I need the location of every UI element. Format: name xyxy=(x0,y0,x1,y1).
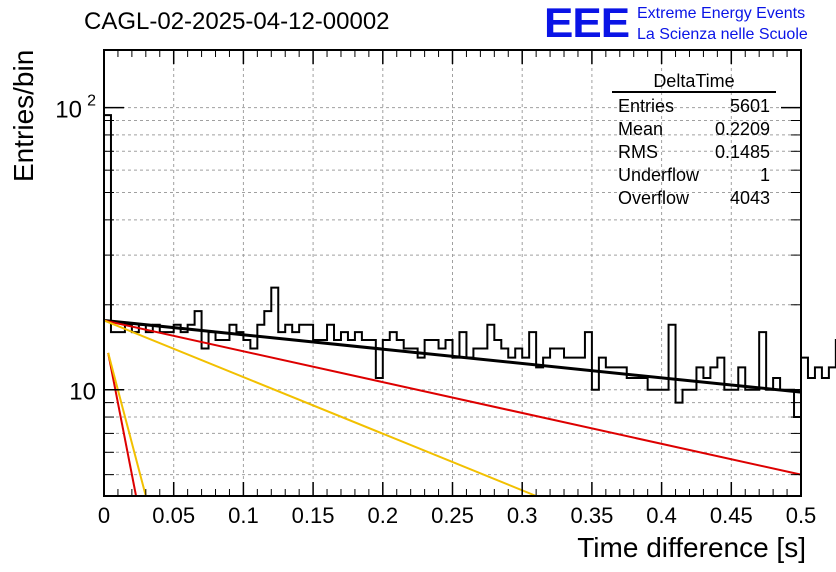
stats-value: 1 xyxy=(759,165,770,185)
stats-row-underflow: Underflow 1 xyxy=(612,164,776,187)
y-axis-label: Entries/bin xyxy=(8,49,39,182)
fit-line-fit-yellow xyxy=(107,352,147,497)
y-tick-exponent: 2 xyxy=(87,93,96,110)
eee-logo: EEE xyxy=(544,0,630,47)
histogram-outline xyxy=(103,114,836,496)
stats-label: Overflow xyxy=(618,188,690,208)
x-axis-label: Time difference [s] xyxy=(577,532,806,563)
stats-row-entries: Entries 5601 xyxy=(612,95,776,118)
stats-row-mean: Mean 0.2209 xyxy=(612,118,776,141)
fit-line-fit-total xyxy=(103,318,802,394)
stats-value: 5601 xyxy=(729,96,770,116)
x-tick-label: 0.1 xyxy=(228,503,259,528)
x-tick-label: 0.35 xyxy=(570,503,613,528)
x-tick-label: 0 xyxy=(98,503,110,528)
y-tick-label: 10 xyxy=(55,97,82,124)
stats-row-rms: RMS 0.1485 xyxy=(612,141,776,164)
y-tick-label: 10 xyxy=(69,379,96,406)
stats-label: RMS xyxy=(618,142,658,162)
fit-line-fit-red xyxy=(103,319,802,476)
stats-value: 0.2209 xyxy=(714,119,770,139)
fit-line-fit-red xyxy=(107,352,138,497)
x-tick-label: 0.25 xyxy=(431,503,474,528)
logo-line-1: Extreme Energy Events xyxy=(637,5,806,22)
stats-value: 4043 xyxy=(729,188,770,208)
x-tick-label: 0.45 xyxy=(710,503,753,528)
x-tick-label: 0.05 xyxy=(152,503,195,528)
page-title: CAGL-02-2025-04-12-00002 xyxy=(84,8,390,35)
fit-line-fit-yellow xyxy=(103,319,537,497)
logo-line-2: La Scienza nelle Scuole xyxy=(637,26,808,43)
stats-title: DeltaTime xyxy=(612,72,776,93)
stats-box: DeltaTime Entries 5601 Mean 0.2209 RMS 0… xyxy=(612,72,776,210)
x-tick-label: 0.2 xyxy=(368,503,399,528)
x-tick-label: 0.5 xyxy=(786,503,817,528)
x-tick-label: 0.3 xyxy=(507,503,538,528)
stats-value: 0.1485 xyxy=(714,142,770,162)
stats-label: Underflow xyxy=(618,165,700,185)
stats-row-overflow: Overflow 4043 xyxy=(612,187,776,210)
stats-label: Mean xyxy=(618,119,664,139)
stats-label: Entries xyxy=(618,96,675,116)
x-tick-label: 0.4 xyxy=(646,503,677,528)
logo-caption: Extreme Energy Events La Scienza nelle S… xyxy=(637,3,808,45)
x-tick-label: 0.15 xyxy=(292,503,335,528)
